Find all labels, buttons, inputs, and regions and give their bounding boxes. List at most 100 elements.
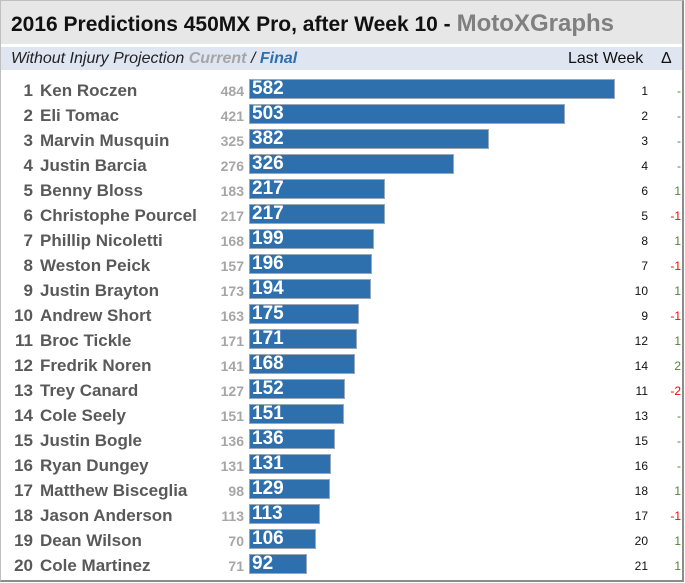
final-bar (249, 379, 345, 399)
delta-value: 1 (674, 284, 681, 298)
rank: 12 (14, 356, 33, 375)
rider-row: 10 Andrew Short 163 175 9 -1 (1, 303, 682, 328)
final-value: 106 (252, 528, 284, 549)
current-value: 163 (220, 308, 244, 324)
final-value: 217 (252, 203, 284, 224)
rider-name: Marvin Musquin (40, 131, 170, 150)
final-bar (249, 129, 489, 149)
rank: 2 (23, 106, 33, 125)
delta-value: -1 (670, 509, 681, 523)
final-bar (249, 429, 335, 449)
rank: 1 (23, 81, 33, 100)
last-week-rank: 6 (641, 184, 648, 198)
current-value: 276 (220, 158, 244, 174)
subtitle-bar: Without Injury Projection Current / Fina… (1, 47, 682, 70)
final-value: 199 (252, 228, 284, 249)
last-week-rank: 4 (641, 159, 648, 173)
final-value: 92 (252, 553, 274, 574)
last-week-header: Last Week (568, 50, 644, 67)
delta-value: - (677, 84, 681, 98)
current-value: 113 (221, 508, 244, 524)
current-value: 141 (220, 358, 244, 374)
rider-name: Benny Bloss (40, 181, 143, 200)
final-bar (249, 229, 374, 249)
delta-value: -1 (670, 309, 681, 323)
delta-value: 1 (674, 184, 681, 198)
final-bar (249, 279, 371, 299)
current-value: 71 (228, 558, 244, 574)
last-week-rank: 10 (634, 284, 648, 298)
rider-row: 9 Justin Brayton 173 194 10 1 (1, 278, 682, 303)
current-value: 217 (220, 208, 244, 224)
rider-name: Eli Tomac (40, 106, 120, 125)
rider-row: 19 Dean Wilson 70 106 20 1 (1, 528, 682, 553)
rank: 11 (15, 331, 33, 350)
delta-value: - (677, 409, 681, 423)
last-week-rank: 15 (634, 434, 648, 448)
rider-name: Broc Tickle (40, 331, 132, 350)
rider-row: 15 Justin Bogle 136 136 15 - (1, 428, 682, 453)
rider-name: Christophe Pourcel (40, 206, 197, 225)
rank: 10 (14, 306, 33, 325)
final-value: 217 (252, 178, 284, 199)
final-bar (249, 329, 357, 349)
delta-value: -2 (670, 384, 681, 398)
final-value: 582 (252, 78, 284, 99)
rider-name: Phillip Nicoletti (40, 231, 163, 250)
final-value: 194 (252, 278, 284, 299)
rank: 18 (14, 506, 33, 525)
rider-name: Jason Anderson (40, 506, 173, 525)
rider-row: 20 Cole Martinez 71 92 21 1 (1, 553, 682, 578)
rider-row: 4 Justin Barcia 276 326 4 - (1, 153, 682, 178)
last-week-rank: 21 (634, 559, 648, 573)
last-week-rank: 9 (641, 309, 648, 323)
final-bar (249, 104, 565, 124)
final-value: 136 (252, 428, 284, 449)
current-value: 173 (220, 283, 244, 299)
final-value: 129 (252, 478, 284, 499)
current-value: 168 (220, 233, 244, 249)
rider-row: 8 Weston Peick 157 196 7 -1 (1, 253, 682, 278)
final-bar (249, 154, 454, 174)
final-value: 113 (252, 503, 283, 524)
final-value: 168 (252, 353, 284, 374)
final-value: 152 (252, 378, 284, 399)
current-value: 484 (220, 83, 244, 99)
final-value: 326 (252, 153, 284, 174)
final-bar (249, 454, 331, 474)
rider-name: Cole Seely (40, 406, 126, 425)
rider-row: 11 Broc Tickle 171 171 12 1 (1, 328, 682, 353)
delta-value: 1 (674, 334, 681, 348)
rider-row: 12 Fredrik Noren 141 168 14 2 (1, 353, 682, 378)
rider-name: Fredrik Noren (40, 356, 152, 375)
rider-row: 1 Ken Roczen 484 582 1 - (1, 78, 682, 103)
final-bar (249, 354, 355, 374)
delta-value: - (677, 109, 681, 123)
rider-row: 3 Marvin Musquin 325 382 3 - (1, 128, 682, 153)
last-week-rank: 14 (634, 359, 648, 373)
rank: 14 (14, 406, 33, 425)
rider-row: 13 Trey Canard 127 152 11 -2 (1, 378, 682, 403)
rank: 7 (23, 231, 33, 250)
rider-name: Ken Roczen (40, 81, 138, 100)
current-value: 70 (228, 533, 244, 549)
rider-name: Justin Brayton (40, 281, 160, 300)
final-bar (249, 554, 307, 574)
final-bar (249, 204, 385, 224)
final-value: 131 (252, 453, 284, 474)
rider-name: Cole Martinez (40, 556, 151, 575)
delta-value: -1 (670, 259, 681, 273)
delta-header: Δ (661, 50, 672, 67)
rider-name: Justin Barcia (40, 156, 147, 175)
rank: 15 (14, 431, 33, 450)
rider-row: 16 Ryan Dungey 131 131 16 - (1, 453, 682, 478)
current-value: 171 (220, 333, 244, 349)
title-bar: 2016 Predictions 450MX Pro, after Week 1… (1, 1, 682, 44)
rider-name: Andrew Short (40, 306, 152, 325)
delta-value: - (677, 159, 681, 173)
last-week-rank: 16 (634, 459, 648, 473)
final-bar (249, 254, 372, 274)
delta-value: - (677, 459, 681, 473)
rank: 17 (14, 481, 33, 500)
